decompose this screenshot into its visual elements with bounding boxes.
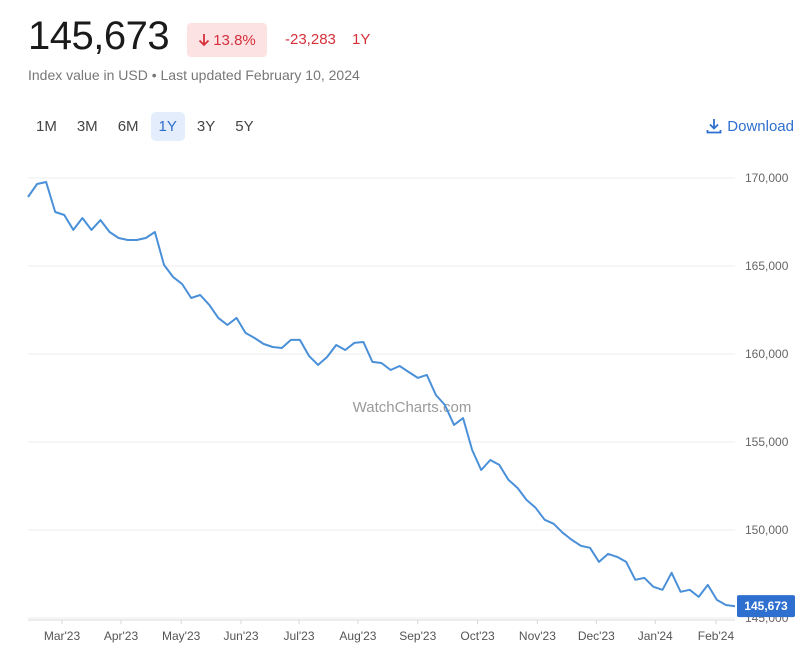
download-icon [706,119,722,134]
x-tick-label: May'23 [162,629,201,643]
x-tick-label: Sep'23 [399,629,436,643]
range-button[interactable]: 5Y [235,118,254,135]
range-button[interactable]: 6M [117,118,139,135]
range-button[interactable]: 1M [36,118,57,135]
index-value: 145,673 [28,14,170,58]
x-tick-label: Oct'23 [460,629,495,643]
change-badge: 13.8% [187,23,267,57]
range-selector: 1M 3M 6M 1Y 3Y 5Y [28,112,262,141]
x-tick-label: Jun'23 [224,629,259,643]
x-tick-label: Jan'24 [638,629,673,643]
down-arrow-icon [199,34,210,47]
x-tick-label: Nov'23 [519,629,556,643]
y-tick-label: 150,000 [745,523,789,537]
x-tick-label: Jul'23 [284,629,315,643]
last-value-flag [737,595,795,618]
x-tick-label: Mar'23 [44,629,81,643]
last-value-label: 145,673 [744,599,788,613]
y-tick-label: 170,000 [745,171,789,185]
download-label[interactable]: Download [727,117,794,135]
range-button[interactable]: 3M [76,118,98,135]
change-period: 1Y [352,31,371,48]
range-button[interactable]: 3Y [196,118,216,135]
range-button[interactable]: 1Y [150,112,185,141]
y-tick-label: 155,000 [745,435,789,449]
x-tick-label: Apr'23 [104,629,139,643]
subtitle: Index value in USD • Last updated Februa… [28,67,360,83]
change-percent: 13.8% [213,31,256,49]
change-value: -23,283 [285,31,336,48]
y-tick-label: 165,000 [745,259,789,273]
download-link[interactable]: Download [705,117,794,135]
x-tick-label: Feb'24 [698,629,735,643]
watermark: WatchCharts.com [353,399,472,416]
y-tick-label: 160,000 [745,347,789,361]
x-tick-label: Dec'23 [578,629,615,643]
price-line [27,181,736,608]
x-tick-label: Aug'23 [339,629,376,643]
